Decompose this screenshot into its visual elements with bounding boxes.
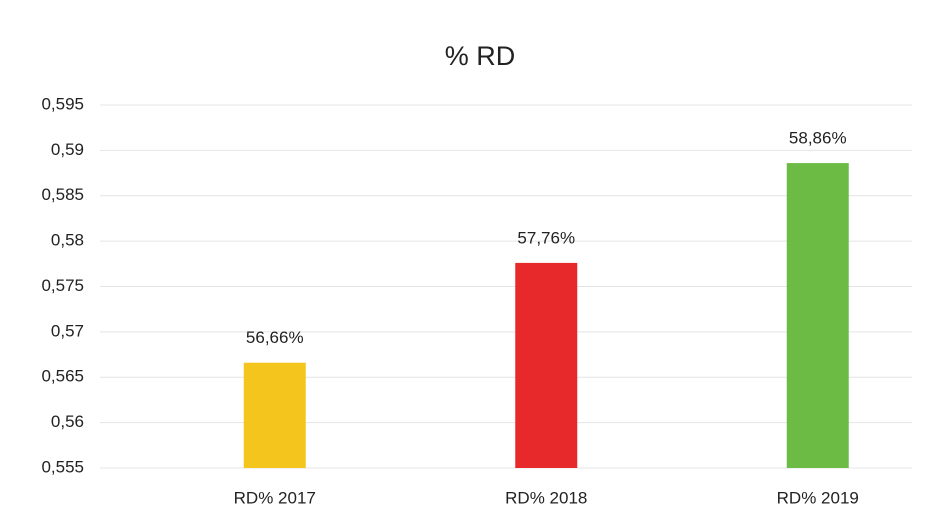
y-tick-label: 0,565	[41, 367, 84, 386]
bar	[786, 163, 849, 468]
y-tick-label: 0,595	[41, 94, 84, 113]
bar	[515, 262, 578, 468]
x-tick-label: RD% 2019	[777, 488, 859, 507]
y-tick-label: 0,59	[51, 140, 84, 159]
y-tick-label: 0,575	[41, 276, 84, 295]
y-tick-label: 0,57	[51, 321, 84, 340]
chart-title: % RD	[445, 41, 516, 71]
data-label: 58,86%	[789, 129, 847, 148]
y-tick-label: 0,56	[51, 412, 84, 431]
data-label: 57,76%	[517, 228, 575, 247]
data-label: 56,66%	[246, 328, 304, 347]
bar	[243, 362, 306, 468]
y-tick-label: 0,585	[41, 185, 84, 204]
y-tick-label: 0,555	[41, 457, 84, 476]
y-tick-label: 0,58	[51, 231, 84, 250]
x-tick-label: RD% 2017	[234, 488, 316, 507]
x-tick-label: RD% 2018	[505, 488, 587, 507]
